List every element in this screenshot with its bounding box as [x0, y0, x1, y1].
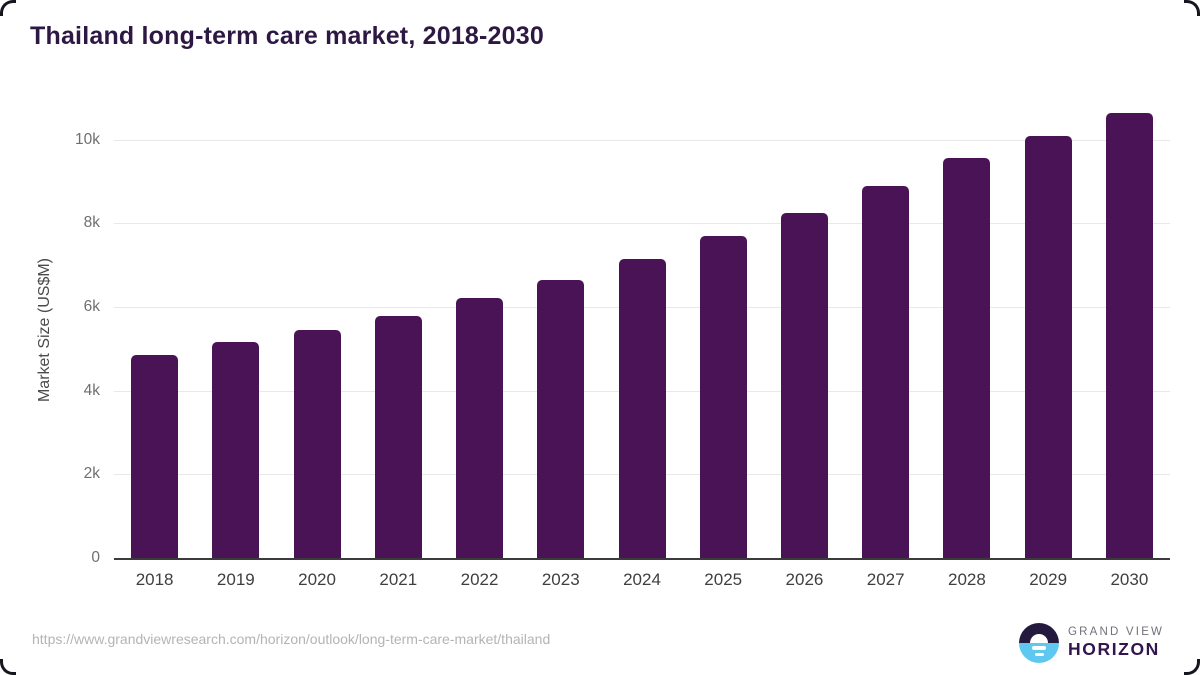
card-corner-bottom-left	[0, 659, 16, 675]
x-axis-tick-2021: 2021	[379, 570, 418, 589]
bar-2018	[131, 354, 179, 558]
bar-2021	[374, 315, 422, 558]
horizon-sun-icon	[1019, 623, 1059, 663]
logo-brand-name: GRAND VIEW	[1068, 626, 1165, 638]
chart-title: Thailand long-term care market, 2018-203…	[30, 22, 544, 50]
bar-2030	[1105, 112, 1153, 558]
x-axis-tick-2026: 2026	[785, 570, 824, 589]
x-axis-tick-2027: 2027	[866, 570, 905, 589]
bar-chart-plot-area: 0 2k 4k 6k 8k 10k 2018 2019 2020 2021 2022 2023 2024…	[75, 100, 1170, 589]
gridline-10k	[114, 139, 1170, 141]
y-axis-tick-0: 0	[91, 549, 100, 566]
y-axis-tick-4k: 4k	[83, 381, 100, 399]
bar-2025	[699, 236, 747, 558]
bar-2027	[862, 186, 910, 558]
x-axis-tick-2029: 2029	[1029, 570, 1068, 589]
x-axis-tick-2022: 2022	[460, 570, 499, 589]
sun-reflection-line-2	[1034, 652, 1044, 656]
logo-text: GRAND VIEW HORIZON	[1068, 626, 1164, 660]
y-axis-tick-6k: 6k	[83, 298, 100, 316]
x-axis-tick-2023: 2023	[541, 570, 580, 589]
y-axis-tick-10k: 10k	[75, 130, 100, 148]
x-axis-tick-2024: 2024	[623, 570, 661, 589]
bar-2024	[618, 259, 666, 558]
x-axis-tick-2020: 2020	[298, 570, 336, 589]
card-corner-bottom-right	[1184, 659, 1200, 675]
card-corner-top-left	[0, 0, 16, 16]
card-corner-top-right	[1184, 0, 1200, 16]
sun-shape	[1030, 634, 1048, 643]
bar-2029	[1024, 136, 1072, 558]
source-url-text: https://www.grandviewresearch.com/horizo…	[32, 631, 551, 647]
grand-view-horizon-logo: GRAND VIEW HORIZON	[1019, 623, 1164, 663]
x-axis-tick-2018: 2018	[135, 570, 174, 589]
y-axis-tick-2k: 2k	[83, 465, 100, 483]
bar-2026	[780, 212, 828, 558]
bar-2020	[293, 330, 341, 558]
bar-2023	[537, 279, 585, 558]
bar-2019	[212, 341, 260, 558]
gridline-8k	[114, 223, 1170, 225]
x-axis-tick-2025: 2025	[704, 570, 743, 589]
x-axis-tick-2019: 2019	[216, 570, 255, 589]
bar-2022	[456, 298, 504, 558]
y-axis-tick-8k: 8k	[83, 214, 100, 232]
sun-reflection-line-1	[1032, 646, 1046, 650]
x-axis-tick-2030: 2030	[1110, 570, 1149, 589]
logo-product-name: HORIZON	[1068, 639, 1160, 659]
x-axis-tick-2028: 2028	[948, 570, 986, 589]
bar-2028	[943, 158, 991, 558]
